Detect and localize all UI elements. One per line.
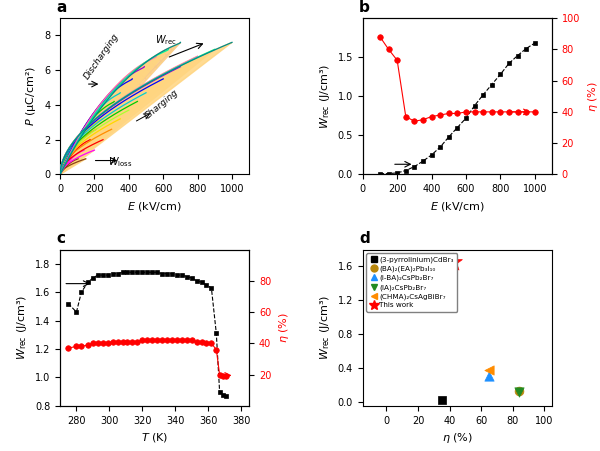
Y-axis label: $P$ (μC/cm²): $P$ (μC/cm²) bbox=[25, 66, 38, 126]
Polygon shape bbox=[60, 129, 112, 175]
Text: $W_\mathrm{loss}$: $W_\mathrm{loss}$ bbox=[108, 155, 133, 169]
Y-axis label: $W_\mathrm{rec}$ (J/cm³): $W_\mathrm{rec}$ (J/cm³) bbox=[318, 64, 332, 129]
Legend: (3-pyrrolinium)CdBr₃, (BA)₂(EA)₂Pb₃I₁₀, (i-BA)₂CsPb₂Br₇, (IA)₂CsPb₂Br₇, (CHMA)₂C: (3-pyrrolinium)CdBr₃, (BA)₂(EA)₂Pb₃I₁₀, … bbox=[367, 253, 457, 312]
Polygon shape bbox=[60, 67, 181, 175]
Polygon shape bbox=[60, 93, 146, 175]
Polygon shape bbox=[60, 42, 181, 175]
Text: Charging: Charging bbox=[143, 87, 180, 121]
Point bbox=[484, 367, 494, 374]
Point bbox=[514, 387, 524, 394]
Polygon shape bbox=[60, 140, 103, 175]
Point bbox=[514, 388, 524, 395]
Polygon shape bbox=[60, 49, 215, 175]
Text: b: b bbox=[359, 0, 370, 15]
Y-axis label: $\eta$ (%): $\eta$ (%) bbox=[277, 312, 291, 343]
Text: c: c bbox=[56, 231, 65, 246]
Text: Discharging: Discharging bbox=[82, 32, 121, 81]
Polygon shape bbox=[60, 159, 86, 175]
Y-axis label: $W_\mathrm{rec}$ (J/cm³): $W_\mathrm{rec}$ (J/cm³) bbox=[318, 295, 332, 360]
X-axis label: $T$ (K): $T$ (K) bbox=[141, 431, 169, 444]
Point bbox=[484, 373, 494, 380]
Polygon shape bbox=[60, 110, 129, 175]
Polygon shape bbox=[60, 150, 94, 175]
Polygon shape bbox=[60, 101, 137, 175]
Point bbox=[437, 396, 446, 404]
Point bbox=[448, 258, 457, 266]
Y-axis label: $W_\mathrm{rec}$ (J/cm³): $W_\mathrm{rec}$ (J/cm³) bbox=[16, 295, 29, 360]
Text: $W_\mathrm{rec}$: $W_\mathrm{rec}$ bbox=[155, 33, 176, 47]
Polygon shape bbox=[60, 79, 163, 175]
X-axis label: $\eta$ (%): $\eta$ (%) bbox=[442, 431, 473, 445]
Polygon shape bbox=[60, 119, 120, 175]
X-axis label: $E$ (kV/cm): $E$ (kV/cm) bbox=[127, 200, 182, 213]
X-axis label: $E$ (kV/cm): $E$ (kV/cm) bbox=[430, 200, 485, 213]
Polygon shape bbox=[60, 56, 197, 175]
Text: a: a bbox=[56, 0, 67, 15]
Y-axis label: $\eta$ (%): $\eta$ (%) bbox=[586, 81, 599, 112]
Polygon shape bbox=[60, 42, 232, 175]
Text: d: d bbox=[359, 231, 370, 246]
